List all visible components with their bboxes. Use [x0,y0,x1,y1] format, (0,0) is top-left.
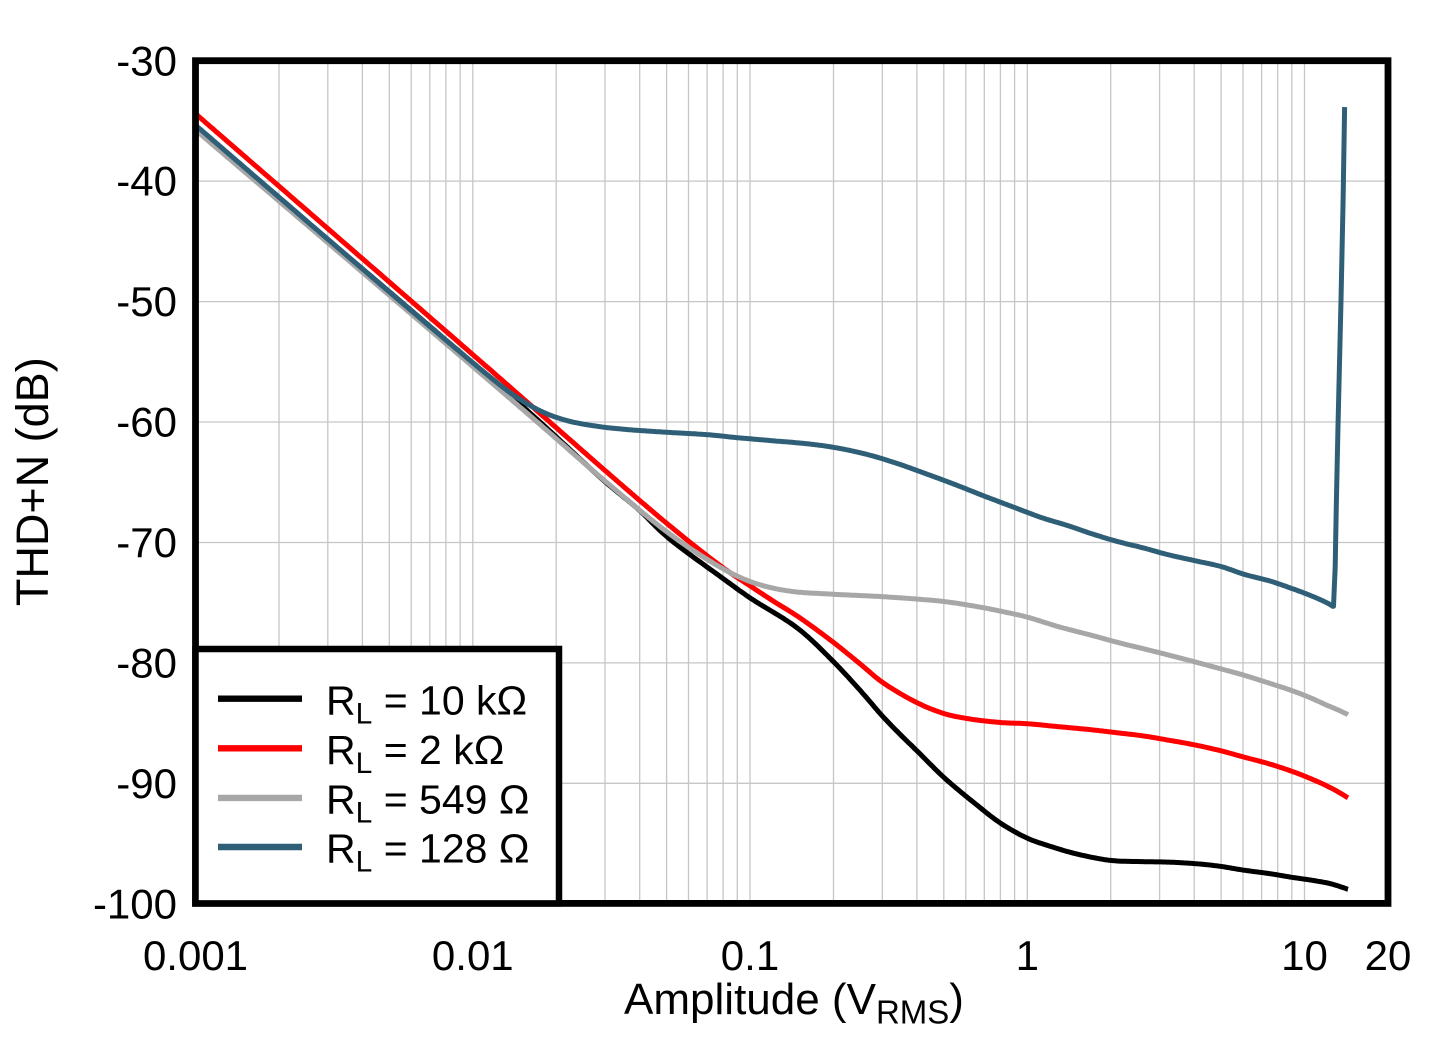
svg-text:-50: -50 [116,278,177,325]
svg-text:-100: -100 [93,880,177,927]
svg-text:0.001: 0.001 [143,932,248,979]
svg-text:0.1: 0.1 [721,932,779,979]
svg-text:-60: -60 [116,399,177,446]
svg-text:20: 20 [1365,932,1412,979]
svg-text:-80: -80 [116,640,177,687]
svg-text:-90: -90 [116,760,177,807]
svg-text:0.01: 0.01 [432,932,514,979]
svg-text:RL = 10 kΩ: RL = 10 kΩ [326,677,527,730]
svg-text:10: 10 [1281,932,1328,979]
svg-text:THD+N (dB): THD+N (dB) [7,357,58,606]
svg-text:1: 1 [1016,932,1039,979]
svg-text:RL = 2 kΩ: RL = 2 kΩ [326,727,504,780]
svg-text:-30: -30 [116,37,177,84]
svg-text:-70: -70 [116,519,177,566]
svg-text:-40: -40 [116,158,177,205]
